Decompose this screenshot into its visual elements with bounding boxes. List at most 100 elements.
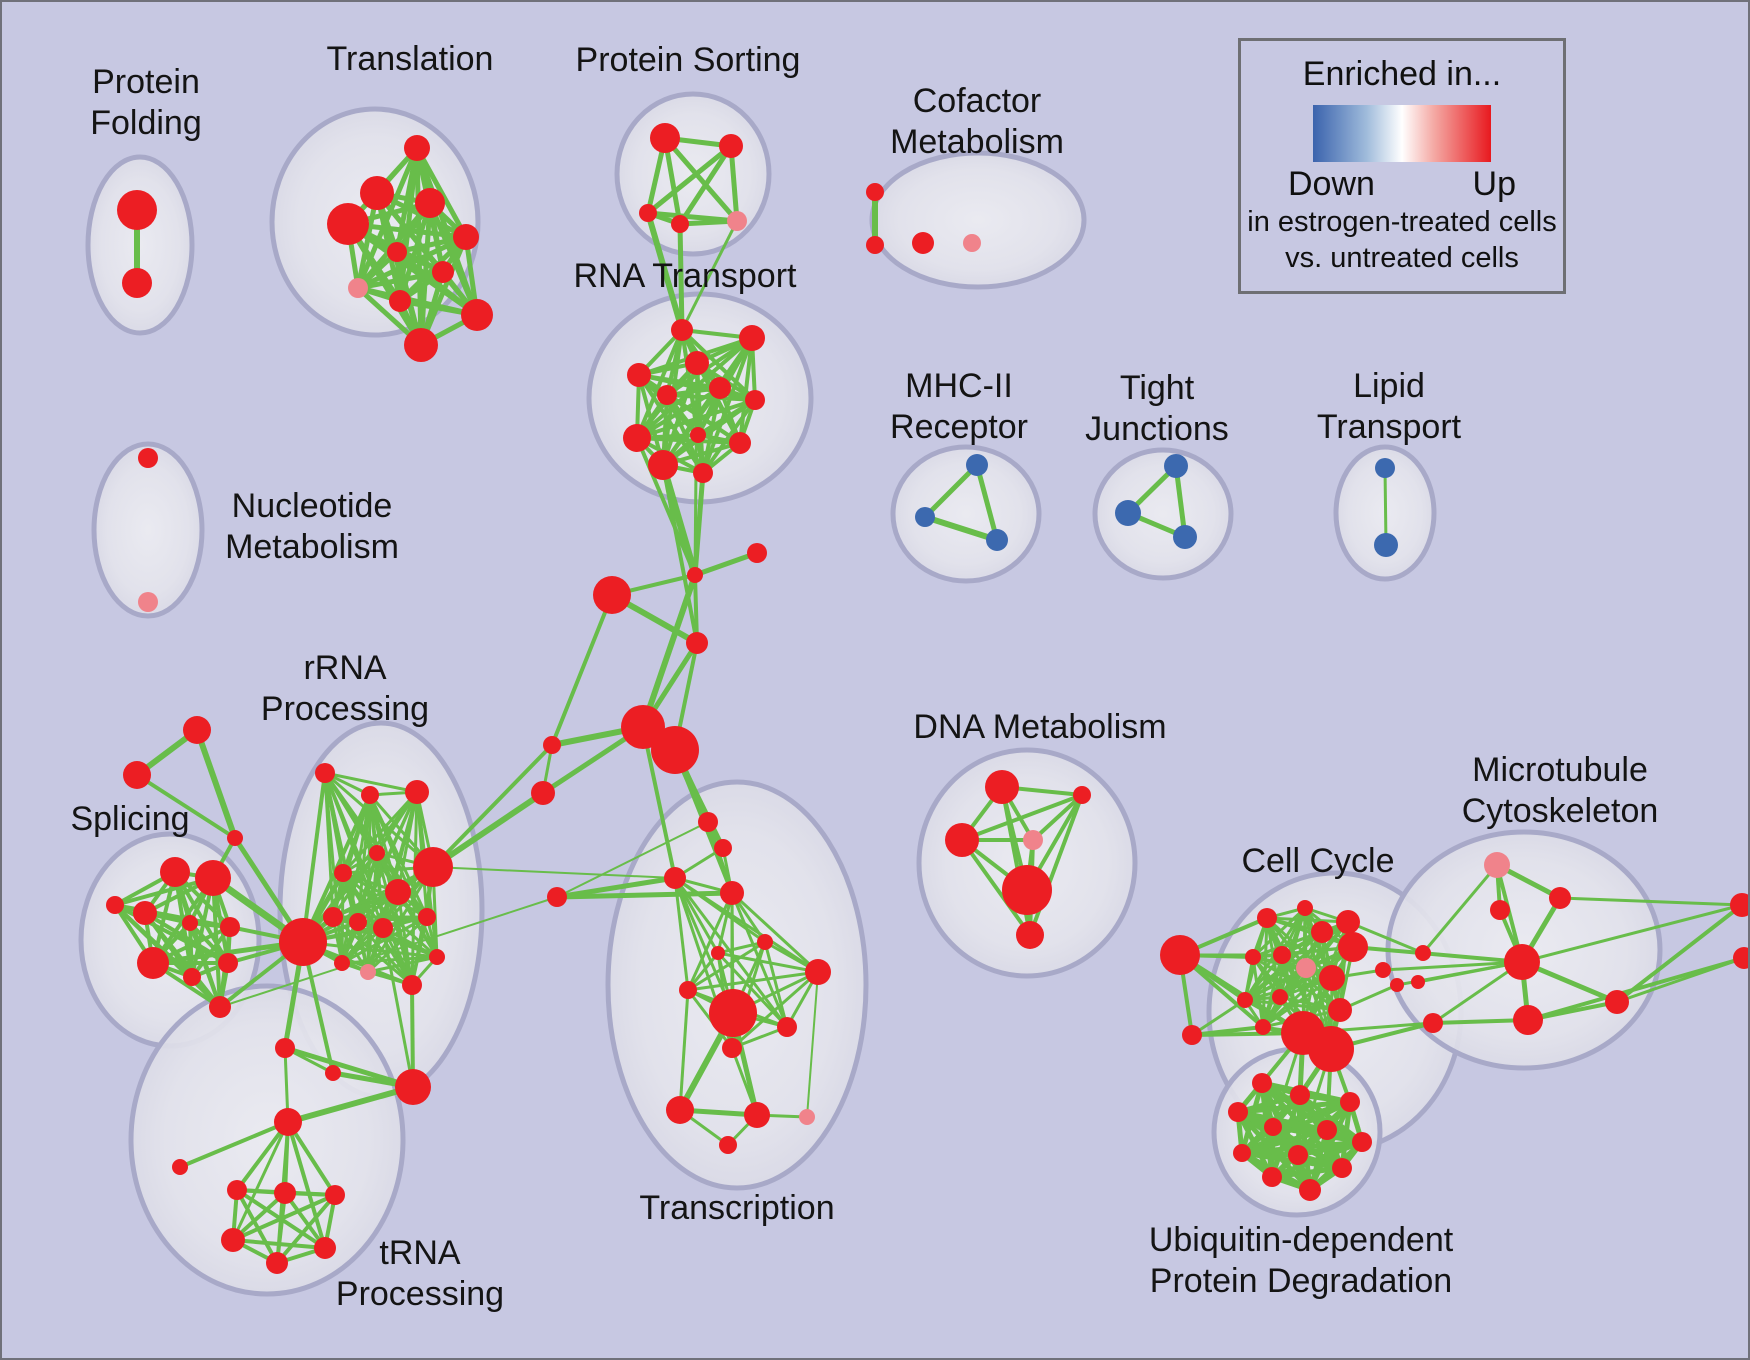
geneset-node-red [373,918,393,938]
lipid-transport-label: Transport [1317,408,1462,446]
enrichment-edge [287,1084,414,1125]
legend: Enriched in... Down Up in estrogen-treat… [1238,38,1566,294]
geneset-node-blue [915,507,935,527]
geneset-node-red [1504,944,1540,980]
geneset-node-red [402,975,422,995]
geneset-node-red [687,567,703,583]
geneset-node-red [360,176,394,210]
geneset-node-red [719,134,743,158]
geneset-node-red [709,377,731,399]
geneset-node-red [183,968,201,986]
geneset-node-red [404,135,430,161]
geneset-node-red [315,763,335,783]
geneset-node-red [698,812,718,832]
enrichment-edge [1243,954,1284,1001]
geneset-node-blue [1375,458,1395,478]
enrichment-edge [717,940,766,955]
geneset-node-red [218,953,238,973]
geneset-node-red [432,261,454,283]
geneset-node-blue [1115,500,1141,526]
geneset-node-red [1182,1025,1202,1045]
geneset-node-red [404,328,438,362]
enrichment-edge [635,386,722,440]
geneset-node-red [160,857,190,887]
geneset-node-red [543,736,561,754]
enrichment-edge [231,1121,290,1241]
geneset-node-red [327,203,369,245]
geneset-node-red [172,1159,188,1175]
geneset-node-red [547,887,567,907]
geneset-node-red [739,325,765,351]
geneset-node-red [183,716,211,744]
geneset-node-red [1375,962,1391,978]
legend-extremes: Down Up [1288,165,1516,204]
geneset-node-red [1228,1102,1248,1122]
geneset-node-red [123,761,151,789]
geneset-node-blue [1374,533,1398,557]
nucleotide-metabolism-label: Metabolism [225,528,399,566]
geneset-node-red [395,1069,431,1105]
geneset-node-red [314,1237,336,1259]
geneset-node-red [209,996,231,1018]
geneset-node-red [323,907,343,927]
enrichment-edge [687,970,819,992]
splicing-label: Splicing [70,800,189,838]
enrichment-edge [1347,920,1424,955]
enrichment-edge [701,398,757,475]
mhc2-receptor-label: MHC-II [905,367,1013,405]
mhc2-receptor-group-ellipse [890,444,1042,584]
geneset-node-blue [1173,525,1197,549]
geneset-node-pink [1023,830,1043,850]
protein-sorting-label: Protein Sorting [576,41,801,79]
geneset-node-red [709,989,757,1037]
geneset-node-red [650,123,680,153]
geneset-node-red [349,913,367,931]
rna-transport-label: RNA Transport [574,257,798,295]
geneset-node-pink [799,1109,815,1125]
geneset-node-red [227,830,243,846]
transcription-group-ellipse [605,779,869,1191]
geneset-node-red [1328,998,1352,1022]
geneset-node-red [531,781,555,805]
enrichment-edge [432,866,676,879]
enrichment-edge [686,892,734,991]
geneset-node-red [1297,900,1313,916]
enrichment-edge [341,790,419,875]
tight-junctions-label: Junctions [1085,410,1229,448]
enrichment-edge [550,594,614,746]
geneset-node-red [1073,786,1091,804]
geneset-node-red [1273,946,1291,964]
geneset-node-red [1549,887,1571,909]
cofactor-metabolism-group-ellipse [869,150,1087,290]
enrichment-edge [367,955,438,974]
enrichment-edge [806,971,819,1118]
microtubule-cytoskeleton-label: Cytoskeleton [1462,792,1659,830]
geneset-node-red [719,1136,737,1154]
enrichment-edge [677,223,685,331]
ubiquitin-protein-degradation-label: Protein Degradation [1150,1262,1452,1300]
ubiquitin-protein-degradation-label: Ubiquitin-dependent [1149,1221,1454,1259]
enrichment-edge [640,574,698,728]
geneset-node-pink [348,278,368,298]
enrichment-edge [635,437,697,576]
geneset-node-red [1160,935,1200,975]
geneset-node-red [405,780,429,804]
geneset-node-red [182,915,198,931]
enrichment-edge [694,550,758,578]
geneset-node-red [227,1180,247,1200]
geneset-node-red [138,448,158,468]
enrichment-edge [677,144,734,226]
enrichment-edge [179,1120,289,1169]
trna-processing-label: Processing [336,1275,504,1313]
enrichment-edge [368,794,439,958]
enrichment-edge [663,136,739,223]
transcription-label: Transcription [639,1189,834,1227]
geneset-node-red [122,268,152,298]
geneset-node-red [334,955,350,971]
geneset-node-red [385,879,411,905]
enrichment-edge [381,927,415,1088]
geneset-node-red [133,901,157,925]
geneset-node-red [648,450,678,480]
enrichment-edge [1191,998,1246,1037]
